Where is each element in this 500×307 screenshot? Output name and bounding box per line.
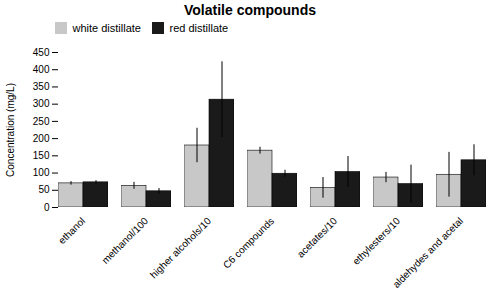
svg-text:methanol/100: methanol/100	[100, 215, 151, 266]
html-text:Volatile compounds: Volatile compounds	[184, 2, 316, 18]
svg-text:400: 400	[33, 64, 50, 75]
html-text:white distillate: white distillate	[72, 22, 141, 35]
svg-text:aldehydes and acetal: aldehydes and acetal	[391, 215, 466, 290]
svg-text:0: 0	[44, 202, 50, 213]
svg-text:ethanol: ethanol	[56, 215, 87, 246]
svg-text:350: 350	[33, 81, 50, 92]
svg-text:acetates/10: acetates/10	[295, 215, 340, 260]
svg-text:450: 450	[33, 47, 50, 58]
svg-text:250: 250	[33, 116, 50, 127]
svg-text:C6 compounds: C6 compounds	[221, 215, 276, 270]
svg-text:200: 200	[33, 133, 50, 144]
svg-text:100: 100	[33, 167, 50, 178]
svg-text:ethylesters/10: ethylesters/10	[350, 215, 402, 267]
html-text:red distillate: red distillate	[169, 22, 229, 35]
svg-text:300: 300	[33, 98, 50, 109]
svg-text:higher alcohols/10: higher alcohols/10	[148, 215, 213, 280]
svg-text:50: 50	[38, 184, 50, 195]
svg-text:150: 150	[33, 150, 50, 161]
svg-text:Concentration (mg/L): Concentration (mg/L)	[5, 83, 16, 177]
